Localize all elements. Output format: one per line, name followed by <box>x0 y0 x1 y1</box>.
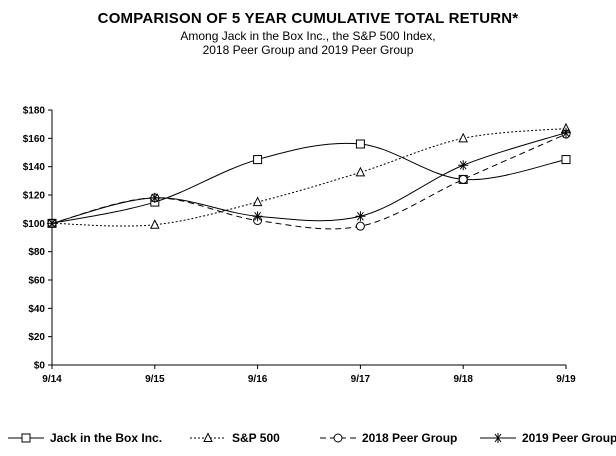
legend-marker-asterisk <box>493 433 503 443</box>
data-point-triangle <box>355 166 366 177</box>
data-point-triangle <box>252 196 263 207</box>
data-point-triangle <box>458 132 469 143</box>
x-tick-label: 9/14 <box>42 374 62 385</box>
chart-series <box>47 122 571 231</box>
series-1 <box>47 139 571 228</box>
x-tick-label: 9/18 <box>453 374 473 385</box>
series-line <box>51 132 567 224</box>
y-tick-label: $140 <box>23 162 46 173</box>
y-tick-label: $20 <box>28 332 45 343</box>
x-tick-label: 9/19 <box>556 374 576 385</box>
data-point-asterisk <box>561 127 571 138</box>
y-tick-label: $180 <box>23 106 46 117</box>
chart-title: COMPARISON OF 5 YEAR CUMULATIVE TOTAL RE… <box>97 10 519 27</box>
series-2 <box>47 122 571 229</box>
y-tick-label: $40 <box>28 304 45 315</box>
data-point-square <box>355 139 365 149</box>
series-line <box>51 133 567 230</box>
x-tick-label: 9/15 <box>145 374 165 385</box>
x-tick-label: 9/16 <box>248 374 268 385</box>
data-point-circle <box>355 221 365 231</box>
legend-label: Jack in the Box Inc. <box>50 431 162 445</box>
x-tick-label: 9/17 <box>351 374 371 385</box>
y-tick-label: $160 <box>23 134 46 145</box>
chart-axes: $0 $20 $40 $60 $80 $100 $120 $140 $160 $180 9/14 9/… <box>23 106 576 386</box>
y-tick-label: $0 <box>34 361 46 372</box>
chart-subtitle-line-2: 2018 Peer Group and 2019 Peer Group <box>202 43 414 57</box>
legend-marker-square <box>21 433 31 443</box>
legend-item: S&P 500 <box>190 431 280 445</box>
legend-item: 2019 Peer Group <box>480 431 616 445</box>
series-line <box>51 142 567 224</box>
data-point-asterisk <box>355 211 366 222</box>
y-tick-label: $100 <box>23 219 46 230</box>
data-point-asterisk <box>149 192 160 203</box>
data-point-asterisk <box>252 211 263 222</box>
chart-legend: Jack in the Box Inc. S&P 500 2018 Peer Gro… <box>8 431 616 445</box>
legend-marker-triangle <box>203 432 213 442</box>
data-point-asterisk <box>47 218 57 229</box>
data-point-square <box>253 155 263 165</box>
legend-item: Jack in the Box Inc. <box>8 431 162 445</box>
legend-label: 2018 Peer Group <box>362 431 457 445</box>
series-3 <box>47 129 571 231</box>
data-point-circle <box>458 174 468 184</box>
legend-item: 2018 Peer Group <box>320 431 457 445</box>
chart-subtitle-line-1: Among Jack in the Box Inc., the S&P 500 … <box>180 29 436 43</box>
legend-label: S&P 500 <box>232 431 280 445</box>
y-tick-label: $80 <box>28 247 45 258</box>
y-tick-label: $120 <box>23 191 46 202</box>
y-tick-label: $60 <box>28 276 45 287</box>
series-4 <box>47 127 571 229</box>
legend-marker-circle <box>333 433 343 443</box>
data-point-triangle <box>149 219 160 229</box>
data-point-square <box>561 155 571 165</box>
legend-label: 2019 Peer Group <box>522 431 616 445</box>
series-line <box>51 127 567 227</box>
data-point-asterisk <box>458 160 469 171</box>
